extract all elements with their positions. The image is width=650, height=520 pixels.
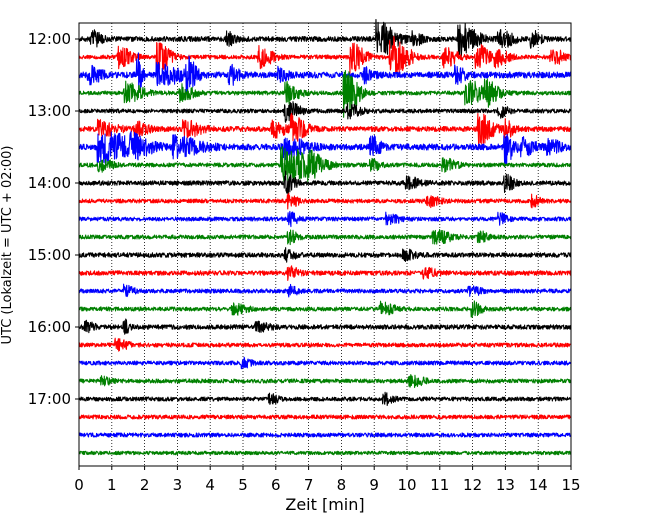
seismic-trace <box>78 210 572 228</box>
seismic-trace <box>78 146 572 183</box>
x-tick-label: 5 <box>238 476 248 494</box>
seismic-trace <box>78 228 572 246</box>
seismic-trace <box>78 450 572 456</box>
x-tick-label: 2 <box>140 476 150 494</box>
x-tick-label: 6 <box>271 476 281 494</box>
seismic-trace <box>78 337 572 352</box>
seismic-trace <box>78 131 572 165</box>
x-tick-label: 8 <box>337 476 347 494</box>
seismic-trace <box>78 247 572 263</box>
seismic-trace <box>78 35 572 77</box>
x-axis: 0 1 2 3 4 5 6 7 8 9 10 11 12 13 14 15 <box>74 466 581 494</box>
seismic-trace <box>78 112 572 145</box>
seismic-trace <box>78 300 572 318</box>
plot-frame <box>78 22 572 467</box>
x-tick-label: 9 <box>369 476 379 494</box>
seismic-trace <box>78 318 572 335</box>
x-tick-label: 11 <box>430 476 449 494</box>
seismic-traces <box>78 18 572 456</box>
seismic-trace <box>78 192 572 210</box>
x-tick-label: 15 <box>561 476 580 494</box>
x-tick-label: 1 <box>107 476 117 494</box>
x-tick-label: 3 <box>173 476 183 494</box>
x-tick-label: 7 <box>304 476 314 494</box>
seismic-trace <box>78 18 572 57</box>
seismic-trace <box>78 391 572 406</box>
y-tick-label: 15:00 <box>28 246 71 264</box>
x-tick-label: 12 <box>463 476 482 494</box>
x-tick-label: 14 <box>529 476 548 494</box>
x-tick-label: 10 <box>397 476 416 494</box>
x-tick-label: 0 <box>74 476 84 494</box>
y-tick-label: 12:00 <box>28 30 71 48</box>
y-tick-label: 17:00 <box>28 390 71 408</box>
x-tick-label: 4 <box>205 476 215 494</box>
seismic-trace <box>78 101 572 123</box>
seismic-trace <box>78 374 572 389</box>
y-tick-label: 14:00 <box>28 174 71 192</box>
seismic-trace <box>78 414 572 420</box>
x-axis-label: Zeit [min] <box>285 495 364 514</box>
y-axis: 12:00 13:00 14:00 15:00 16:00 17:00 <box>28 30 79 408</box>
seismic-trace <box>78 70 572 118</box>
seismic-trace <box>78 265 572 281</box>
seismic-trace <box>78 283 572 298</box>
seismic-trace <box>78 52 572 95</box>
grid-lines <box>111 23 539 466</box>
y-tick-label: 13:00 <box>28 102 71 120</box>
seismic-trace <box>78 356 572 370</box>
y-tick-label: 16:00 <box>28 318 71 336</box>
y-axis-label: UTC (Lokalzeit = UTC + 02:00) <box>0 146 15 345</box>
seismic-trace <box>78 170 572 195</box>
seismic-trace <box>78 432 572 438</box>
x-tick-label: 13 <box>496 476 515 494</box>
